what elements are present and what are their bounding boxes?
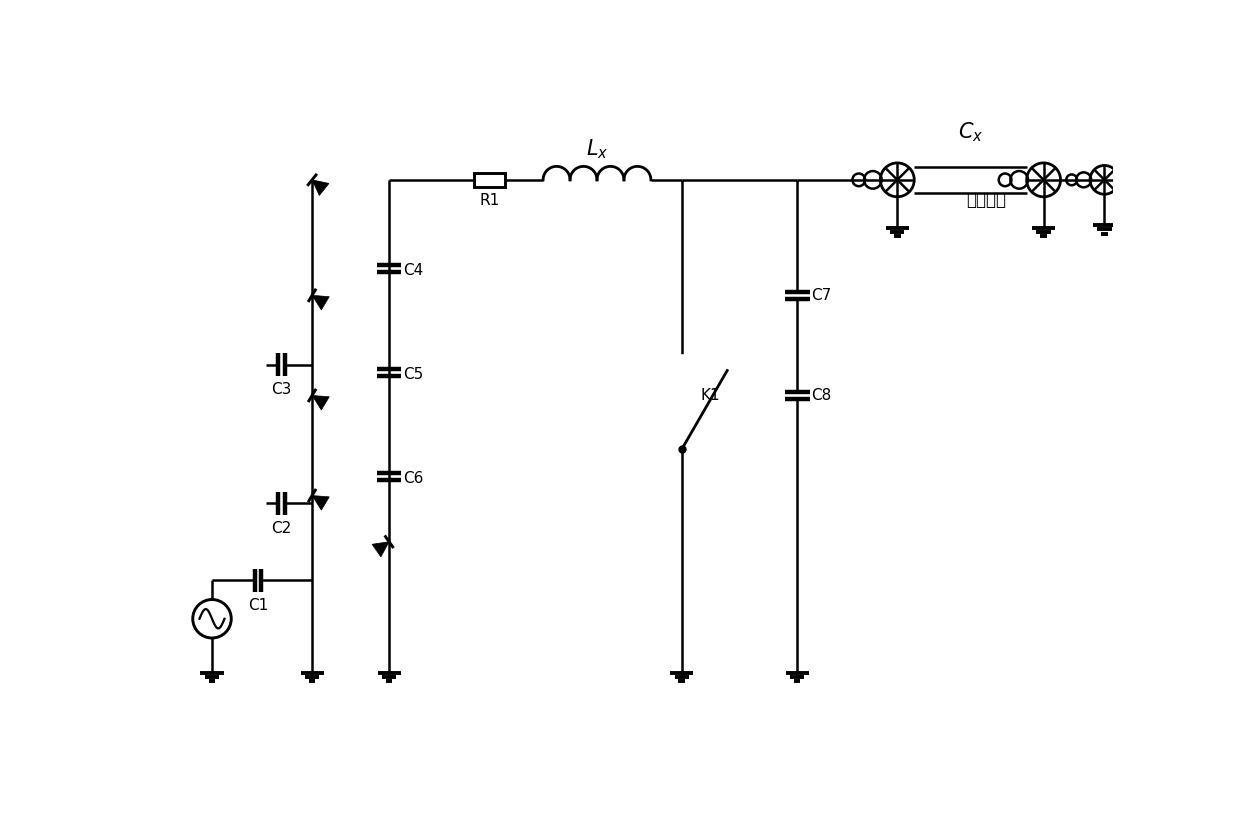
Polygon shape xyxy=(312,295,330,310)
Text: C6: C6 xyxy=(403,471,423,486)
Text: C2: C2 xyxy=(272,521,291,536)
Text: C1: C1 xyxy=(248,598,268,613)
Text: C7: C7 xyxy=(811,288,831,303)
Polygon shape xyxy=(372,542,389,557)
Text: 测试电缆: 测试电缆 xyxy=(966,191,1006,210)
Text: $C_x$: $C_x$ xyxy=(957,120,983,144)
Text: C3: C3 xyxy=(272,382,291,398)
Bar xyxy=(474,173,505,186)
Text: C8: C8 xyxy=(811,388,831,403)
Text: R1: R1 xyxy=(479,193,500,208)
Text: $L_x$: $L_x$ xyxy=(585,137,608,161)
Polygon shape xyxy=(312,395,330,410)
Text: K1: K1 xyxy=(701,388,720,403)
Polygon shape xyxy=(312,496,330,510)
Text: C5: C5 xyxy=(403,367,423,382)
Text: C4: C4 xyxy=(403,263,423,278)
Polygon shape xyxy=(312,180,329,196)
